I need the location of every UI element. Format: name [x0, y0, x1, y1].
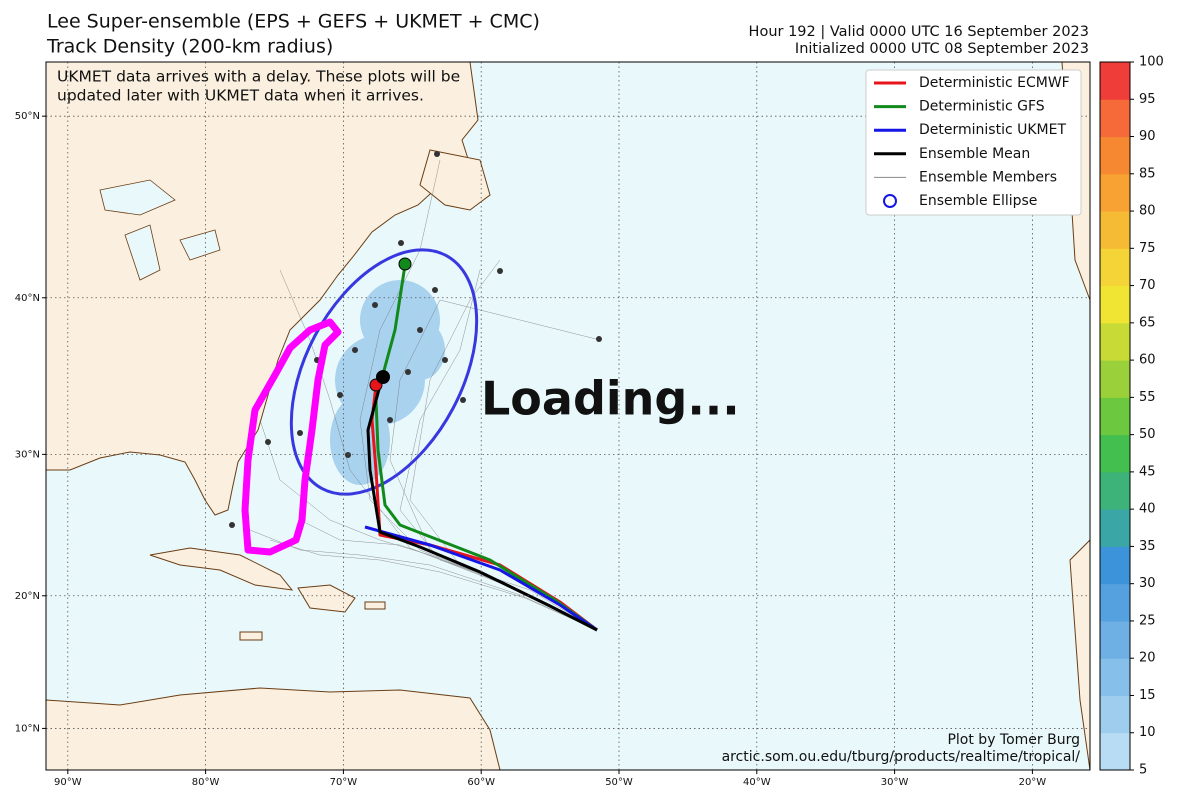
colorbar-segment — [1100, 658, 1130, 696]
x-tick-label: 30°W — [881, 777, 909, 788]
colorbar-segment — [1100, 285, 1130, 324]
colorbar-tick-label: 70 — [1139, 278, 1156, 293]
note: updated later with UKMET data when it ar… — [57, 87, 424, 105]
colorbar-segment — [1100, 732, 1130, 771]
colorbar-tick-label: 20 — [1139, 651, 1156, 666]
legend-label: Ensemble Ellipse — [919, 193, 1037, 209]
y-tick-label: 40°N — [15, 293, 40, 304]
colorbar: 5 10 15 20 25 30 35 40 45 50 55 60 65 70 75 80 85 90 95 100 — [1099, 55, 1164, 778]
great-lakes — [99, 179, 221, 281]
colorbar-segment — [1100, 211, 1130, 249]
deterministic-tracks — [364, 264, 598, 632]
note: UKMET data arrives with a delay. These p… — [57, 68, 460, 86]
colorbar-tick-label: 100 — [1139, 55, 1164, 70]
x-tick-label: 60°W — [467, 777, 495, 788]
colorbar-segment — [1100, 620, 1130, 659]
colorbar-segment — [1100, 695, 1130, 734]
colorbar-segment — [1100, 434, 1130, 473]
colorbar-tick-label: 60 — [1139, 353, 1156, 368]
legend-label: Ensemble Members — [919, 169, 1057, 185]
colorbar-segment — [1100, 99, 1130, 138]
colorbar-segment — [1100, 62, 1130, 100]
y-tick-label: 10°N — [15, 723, 40, 734]
credit-url: arctic.som.ou.edu/tburg/products/realtim… — [722, 749, 1081, 765]
x-tick-label: 40°W — [743, 777, 771, 788]
colorbar-segment — [1100, 322, 1130, 361]
colorbar-tick-label: 95 — [1139, 92, 1156, 107]
x-tick-label: 20°W — [1019, 777, 1047, 788]
mean-position — [376, 370, 390, 384]
y-tick-label: 30°N — [15, 449, 40, 460]
colorbar-tick-label: 85 — [1139, 166, 1156, 181]
colorbar-tick-label: 10 — [1139, 725, 1156, 740]
loading-overlay: Loading... — [481, 372, 740, 426]
colorbar-segment — [1100, 509, 1130, 547]
x-tick-label: 70°W — [330, 777, 358, 788]
member-positions — [229, 151, 602, 528]
colorbar-segment — [1100, 173, 1130, 212]
colorbar-tick-label: 5 — [1139, 763, 1147, 778]
colorbar-tick-label: 50 — [1139, 427, 1156, 442]
x-tick-label: 90°W — [54, 777, 82, 788]
colorbar-segment — [1100, 546, 1130, 585]
x-tick-label: 50°W — [605, 777, 633, 788]
colorbar-tick-label: 65 — [1139, 315, 1156, 330]
map-frame — [45, 61, 1091, 771]
colorbar-tick-label: 35 — [1139, 539, 1156, 554]
axes: 90°W 80°W 70°W 60°W 50°W 40°W 30°W 20°W 10°N 20°N… — [15, 111, 1047, 788]
colorbar-tick-label: 75 — [1139, 241, 1156, 256]
colorbar-segment — [1100, 248, 1130, 287]
y-tick-label: 50°N — [15, 111, 40, 122]
legend — [865, 69, 1082, 216]
colorbar-tick-label: 55 — [1139, 390, 1156, 405]
colorbar-segment — [1100, 583, 1130, 622]
colorbar-tick-label: 30 — [1139, 576, 1156, 591]
gfs-position — [398, 257, 412, 271]
graticule — [46, 62, 1090, 770]
legend-label: Deterministic UKMET — [919, 122, 1066, 138]
legend-label: Deterministic ECMWF — [919, 75, 1070, 91]
x-tick-label: 80°W — [192, 777, 220, 788]
colorbar-segment — [1100, 136, 1130, 175]
legend-swatch — [883, 194, 897, 208]
subtitle: Track Density (200-km radius) — [46, 36, 333, 58]
colorbar-tick-label: 15 — [1139, 688, 1156, 703]
valid-time: Hour 192 | Valid 0000 UTC 16 September 2… — [749, 24, 1089, 40]
colorbar-tick-label: 25 — [1139, 613, 1156, 628]
colorbar-tick-label: 80 — [1139, 204, 1156, 219]
colorbar-frame — [1099, 61, 1131, 771]
colorbar-segment — [1100, 397, 1130, 436]
colorbar-tick-label: 45 — [1139, 464, 1156, 479]
y-tick-label: 20°N — [15, 591, 40, 602]
legend-label: Deterministic GFS — [919, 99, 1045, 115]
colorbar-tick-label: 90 — [1139, 129, 1156, 144]
colorbar-segment — [1100, 360, 1130, 398]
colorbar-tick-label: 40 — [1139, 502, 1156, 517]
colorbar-segment — [1100, 471, 1130, 510]
title: Lee Super-ensemble (EPS + GEFS + UKMET +… — [47, 11, 540, 33]
init-time: Initialized 0000 UTC 08 September 2023 — [795, 41, 1089, 57]
highlight-outline — [241, 318, 342, 556]
legend-label: Ensemble Mean — [919, 146, 1030, 162]
ensemble-ellipse — [289, 248, 479, 496]
credit: Plot by Tomer Burg — [947, 732, 1080, 748]
legend-items: Deterministic ECMWF Deterministic GFS Dete… — [874, 75, 1070, 209]
